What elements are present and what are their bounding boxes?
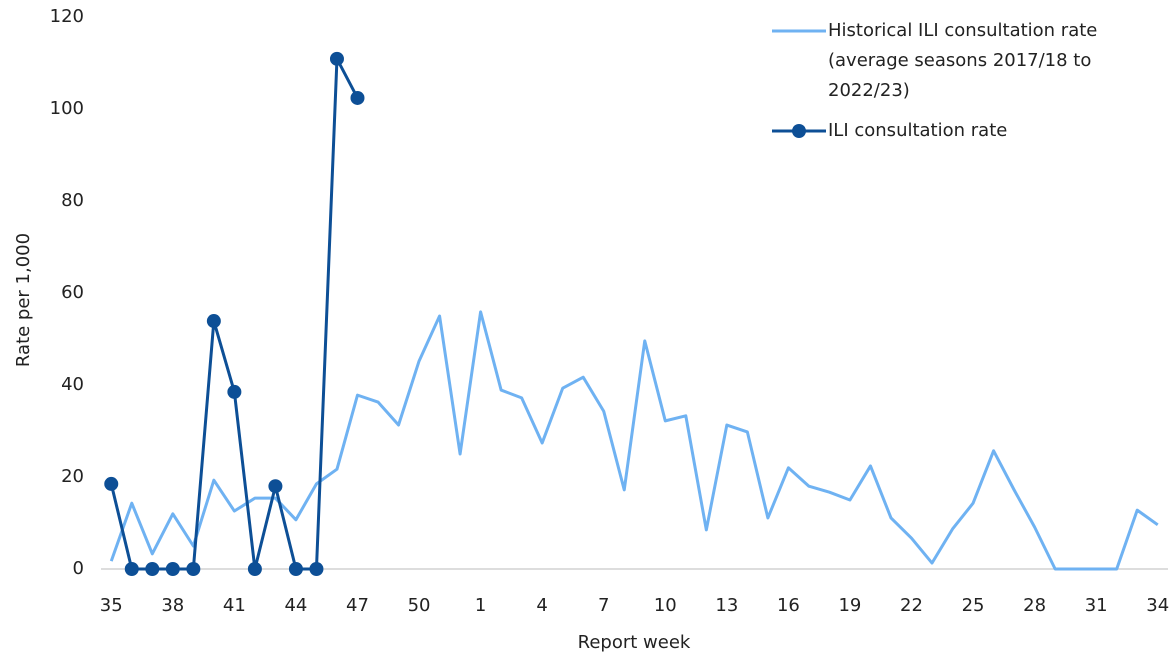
x-tick-label: 1 xyxy=(475,595,486,616)
x-tick-label: 22 xyxy=(900,595,923,616)
x-tick-label: 10 xyxy=(654,595,677,616)
x-tick-label: 34 xyxy=(1146,595,1169,616)
marker xyxy=(329,51,344,66)
legend-marker xyxy=(792,124,806,138)
series-line xyxy=(109,57,359,571)
x-tick-label: 35 xyxy=(100,595,123,616)
x-tick-label: 31 xyxy=(1085,595,1108,616)
y-tick-label: 40 xyxy=(61,374,84,395)
x-tick-label: 38 xyxy=(161,595,184,616)
y-tick-label: 80 xyxy=(61,190,84,211)
marker xyxy=(247,562,262,576)
x-tick-label: 41 xyxy=(223,595,246,616)
x-axis-title: Report week xyxy=(578,632,691,653)
x-tick-label: 4 xyxy=(536,595,547,616)
legend-swatch xyxy=(772,124,826,138)
y-tick-label: 120 xyxy=(50,6,84,27)
legend-label: Historical ILI consultation rate (averag… xyxy=(828,20,1098,101)
marker xyxy=(104,476,119,491)
x-tick-label: 7 xyxy=(598,595,609,616)
legend: Historical ILI consultation rate (averag… xyxy=(770,16,1165,156)
marker xyxy=(288,562,303,576)
marker xyxy=(145,562,160,576)
x-tick-label: 16 xyxy=(777,595,800,616)
marker xyxy=(165,562,180,576)
x-tick-label: 47 xyxy=(346,595,369,616)
x-tick-label: 25 xyxy=(962,595,985,616)
marker xyxy=(206,314,221,329)
y-tick-label: 100 xyxy=(50,98,84,119)
marker xyxy=(268,479,283,494)
marker xyxy=(124,562,139,576)
y-tick-label: 20 xyxy=(61,466,84,487)
marker xyxy=(227,384,242,399)
marker xyxy=(186,562,201,576)
legend-entry: ILI consultation rate xyxy=(770,116,1165,146)
y-tick-label: 60 xyxy=(61,282,84,303)
legend-label: ILI consultation rate xyxy=(828,120,1008,141)
legend-swatch xyxy=(772,29,826,33)
x-tick-label: 28 xyxy=(1023,595,1046,616)
y-axis-title: Rate per 1,000 xyxy=(13,233,34,367)
marker xyxy=(309,562,324,576)
x-tick-label: 13 xyxy=(715,595,738,616)
series-line xyxy=(109,310,1159,571)
y-tick-label: 0 xyxy=(73,558,84,579)
x-tick-label: 50 xyxy=(408,595,431,616)
x-tick-label: 44 xyxy=(284,595,307,616)
marker xyxy=(350,90,365,105)
x-tick-label: 19 xyxy=(838,595,861,616)
legend-entry: Historical ILI consultation rate (averag… xyxy=(770,16,1165,106)
